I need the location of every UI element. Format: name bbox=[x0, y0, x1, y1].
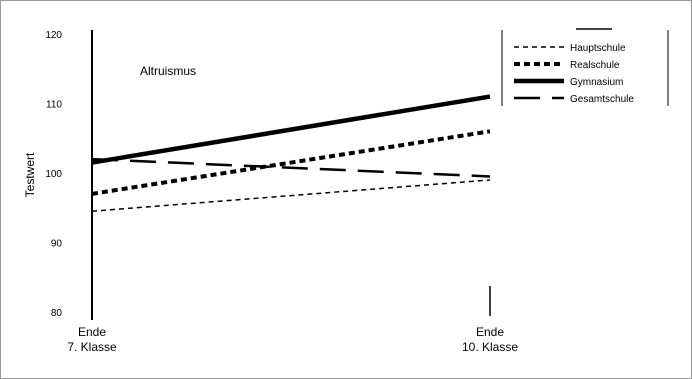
series-line-hauptschule bbox=[91, 179, 491, 212]
legend-label-gymnasium: Gymnasium bbox=[570, 77, 623, 88]
y-tick-label: 80 bbox=[51, 308, 63, 319]
legend-label-realschule: Realschule bbox=[570, 60, 620, 71]
chart-annotation: Altruismus bbox=[140, 64, 196, 78]
y-axis-label: Testwert bbox=[23, 152, 37, 197]
x-tick-label: Ende bbox=[78, 325, 106, 339]
x-tick-label: 7. Klasse bbox=[67, 340, 117, 354]
series-line-realschule bbox=[91, 129, 491, 196]
legend-label-gesamtschule: Gesamtschule bbox=[570, 94, 634, 105]
series-line-gymnasium bbox=[91, 94, 491, 165]
legend-label-hauptschule: Hauptschule bbox=[570, 43, 626, 54]
y-tick-label: 90 bbox=[51, 239, 63, 250]
x-tick-label: Ende bbox=[476, 325, 504, 339]
y-tick-label: 100 bbox=[45, 169, 62, 180]
y-tick-label: 110 bbox=[46, 100, 62, 111]
x-tick-label: 10. Klasse bbox=[462, 340, 518, 354]
y-tick-label: 120 bbox=[45, 30, 62, 41]
series-line-gesamtschule bbox=[91, 157, 491, 178]
